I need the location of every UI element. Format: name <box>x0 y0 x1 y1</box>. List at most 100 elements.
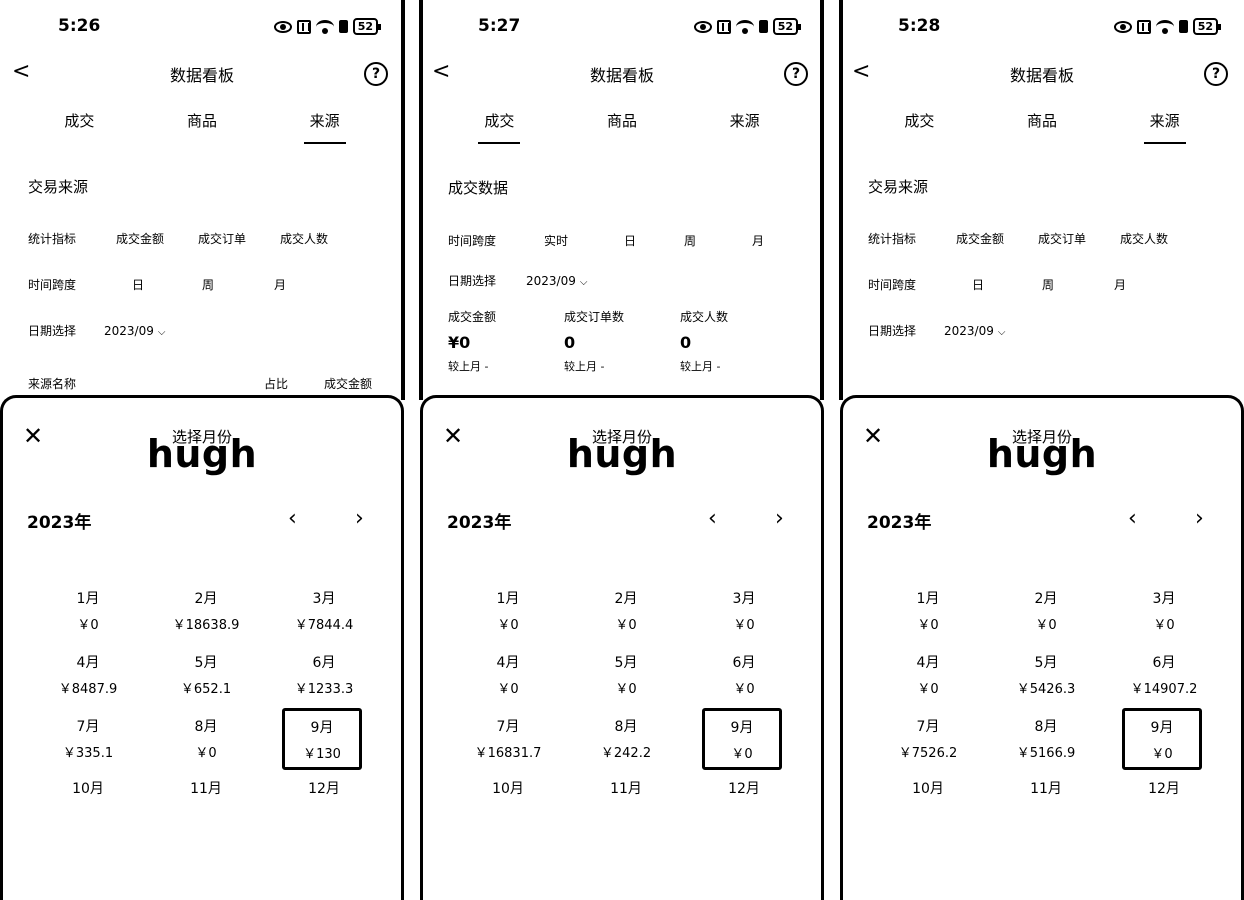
month-cell[interactable]: 3月 ￥0 <box>1105 588 1223 633</box>
chevron-right-icon[interactable]: › <box>775 506 784 531</box>
wifi-icon <box>1155 19 1174 34</box>
chevron-left-icon[interactable]: ‹ <box>708 506 717 531</box>
month-cell[interactable]: 2月 ￥18638.9 <box>147 588 265 633</box>
month-cell[interactable]: 1月 ￥0 <box>449 588 567 633</box>
back-icon[interactable]: < <box>852 59 871 84</box>
back-icon[interactable]: < <box>12 59 31 84</box>
option-1[interactable]: 成交订单 <box>198 232 247 246</box>
month-cell[interactable]: 7月 ￥16831.7 <box>449 716 567 761</box>
month-cell[interactable]: 6月 ￥0 <box>685 652 803 697</box>
month-cell[interactable]: 10月 <box>869 778 987 798</box>
back-icon[interactable]: < <box>432 59 451 84</box>
month-amount: ￥16831.7 <box>474 746 542 761</box>
tab-2[interactable]: 来源 <box>263 108 386 148</box>
month-cell[interactable]: 2月 ￥0 <box>567 588 685 633</box>
month-cell[interactable]: 1月 ￥0 <box>29 588 147 633</box>
span-row: 时间跨度 日 周 月 <box>868 276 1234 293</box>
month-cell[interactable]: 11月 <box>987 778 1105 798</box>
month-cell[interactable]: 7月 ￥335.1 <box>29 716 147 761</box>
date-selector[interactable]: 2023/09 ⌵ <box>944 324 1005 338</box>
option-0[interactable]: 成交金额 <box>956 232 1005 246</box>
month-label: 12月 <box>728 781 760 797</box>
month-cell[interactable]: 9月 ￥0 <box>1122 708 1202 770</box>
month-cell[interactable]: 5月 ￥652.1 <box>147 652 265 697</box>
month-cell[interactable]: 11月 <box>147 778 265 798</box>
month-cell[interactable]: 8月 ￥242.2 <box>567 716 685 761</box>
metrics-row: 成交金额 ¥0 较上月 - 成交订单数 0 较上月 - 成交人数 0 较上月 - <box>448 308 804 374</box>
month-amount: ￥7844.4 <box>294 618 354 633</box>
metric-value: 0 <box>680 333 692 352</box>
month-cell[interactable]: 9月 ￥130 <box>282 708 362 770</box>
close-icon[interactable]: ✕ <box>863 422 884 450</box>
month-cell[interactable]: 12月 <box>265 778 383 798</box>
month-amount: ￥1233.3 <box>294 682 354 697</box>
option-2[interactable]: 成交人数 <box>280 232 329 246</box>
help-icon[interactable]: ? <box>1204 62 1228 86</box>
tab-0[interactable]: 成交 <box>438 108 561 148</box>
option-2[interactable]: 周 <box>684 234 697 248</box>
month-picker-sheet: ✕ 选择月份 hugh 2023年 ‹ › 1月 ￥0 2月 ￥0 3月 ￥0 4月 ￥0 5月 ￥0 6月 ￥0… <box>420 395 824 900</box>
date-row: 日期选择 2023/09 ⌵ <box>868 322 1234 339</box>
tab-2[interactable]: 来源 <box>729 112 760 130</box>
chevron-right-icon[interactable]: › <box>355 506 364 531</box>
close-icon[interactable]: ✕ <box>23 422 44 450</box>
option-3[interactable]: 月 <box>752 234 765 248</box>
option-2[interactable]: 成交人数 <box>1120 232 1169 246</box>
month-cell[interactable]: 5月 ￥0 <box>567 652 685 697</box>
option-0[interactable]: 日 <box>132 278 145 292</box>
month-cell[interactable]: 8月 ￥0 <box>147 716 265 761</box>
option-0[interactable]: 日 <box>972 278 985 292</box>
option-0[interactable]: 成交金额 <box>116 232 165 246</box>
tab-1[interactable]: 商品 <box>1027 112 1058 130</box>
date-selector[interactable]: 2023/09 ⌵ <box>104 324 165 338</box>
option-1[interactable]: 周 <box>1042 278 1055 292</box>
month-label: 5月 <box>614 655 638 671</box>
month-cell[interactable]: 10月 <box>449 778 567 798</box>
month-picker-sheet: ✕ 选择月份 hugh 2023年 ‹ › 1月 ￥0 2月 ￥18638.9 3月 ￥7844.4 4… <box>0 395 404 900</box>
help-icon[interactable]: ? <box>364 62 388 86</box>
month-cell[interactable]: 9月 ￥0 <box>702 708 782 770</box>
option-0[interactable]: 实时 <box>544 234 569 248</box>
tab-0[interactable]: 成交 <box>904 112 935 130</box>
wifi-icon <box>315 19 334 34</box>
month-cell[interactable]: 8月 ￥5166.9 <box>987 716 1105 761</box>
status-icons: 52 <box>1113 18 1222 35</box>
help-icon[interactable]: ? <box>784 62 808 86</box>
month-amount: ￥18638.9 <box>172 618 240 633</box>
month-cell[interactable]: 4月 ￥0 <box>449 652 567 697</box>
chevron-right-icon[interactable]: › <box>1195 506 1204 531</box>
sim-icon <box>1178 20 1188 33</box>
month-cell[interactable]: 11月 <box>567 778 685 798</box>
month-cell[interactable]: 6月 ￥14907.2 <box>1105 652 1223 697</box>
chevron-left-icon[interactable]: ‹ <box>1128 506 1137 531</box>
option-1[interactable]: 成交订单 <box>1038 232 1087 246</box>
month-cell[interactable]: 2月 ￥0 <box>987 588 1105 633</box>
phone-screen: 5:28 52 < 数据看板? 成交 商品 来源 交易来源 统计指标 成交金额 成交订单 成交人数 时间… <box>840 0 1244 900</box>
tab-2[interactable]: 来源 <box>1103 108 1226 148</box>
month-cell[interactable]: 3月 ￥7844.4 <box>265 588 383 633</box>
month-cell[interactable]: 12月 <box>1105 778 1223 798</box>
option-1[interactable]: 日 <box>624 234 637 248</box>
month-cell[interactable]: 1月 ￥0 <box>869 588 987 633</box>
month-cell[interactable]: 12月 <box>685 778 803 798</box>
month-label: 8月 <box>614 719 638 735</box>
tab-1[interactable]: 商品 <box>607 112 638 130</box>
month-cell[interactable]: 3月 ￥0 <box>685 588 803 633</box>
month-cell[interactable]: 5月 ￥5426.3 <box>987 652 1105 697</box>
status-time: 5:28 <box>898 16 941 36</box>
option-2[interactable]: 月 <box>1114 278 1127 292</box>
chevron-left-icon[interactable]: ‹ <box>288 506 297 531</box>
date-selector[interactable]: 2023/09 ⌵ <box>526 274 587 288</box>
month-amount: ￥7526.2 <box>898 746 958 761</box>
month-cell[interactable]: 4月 ￥8487.9 <box>29 652 147 697</box>
option-2[interactable]: 月 <box>274 278 287 292</box>
month-amount: ￥0 <box>917 618 939 633</box>
tab-1[interactable]: 商品 <box>187 112 218 130</box>
month-cell[interactable]: 10月 <box>29 778 147 798</box>
month-cell[interactable]: 7月 ￥7526.2 <box>869 716 987 761</box>
option-1[interactable]: 周 <box>202 278 215 292</box>
month-cell[interactable]: 4月 ￥0 <box>869 652 987 697</box>
tab-0[interactable]: 成交 <box>64 112 95 130</box>
month-cell[interactable]: 6月 ￥1233.3 <box>265 652 383 697</box>
close-icon[interactable]: ✕ <box>443 422 464 450</box>
